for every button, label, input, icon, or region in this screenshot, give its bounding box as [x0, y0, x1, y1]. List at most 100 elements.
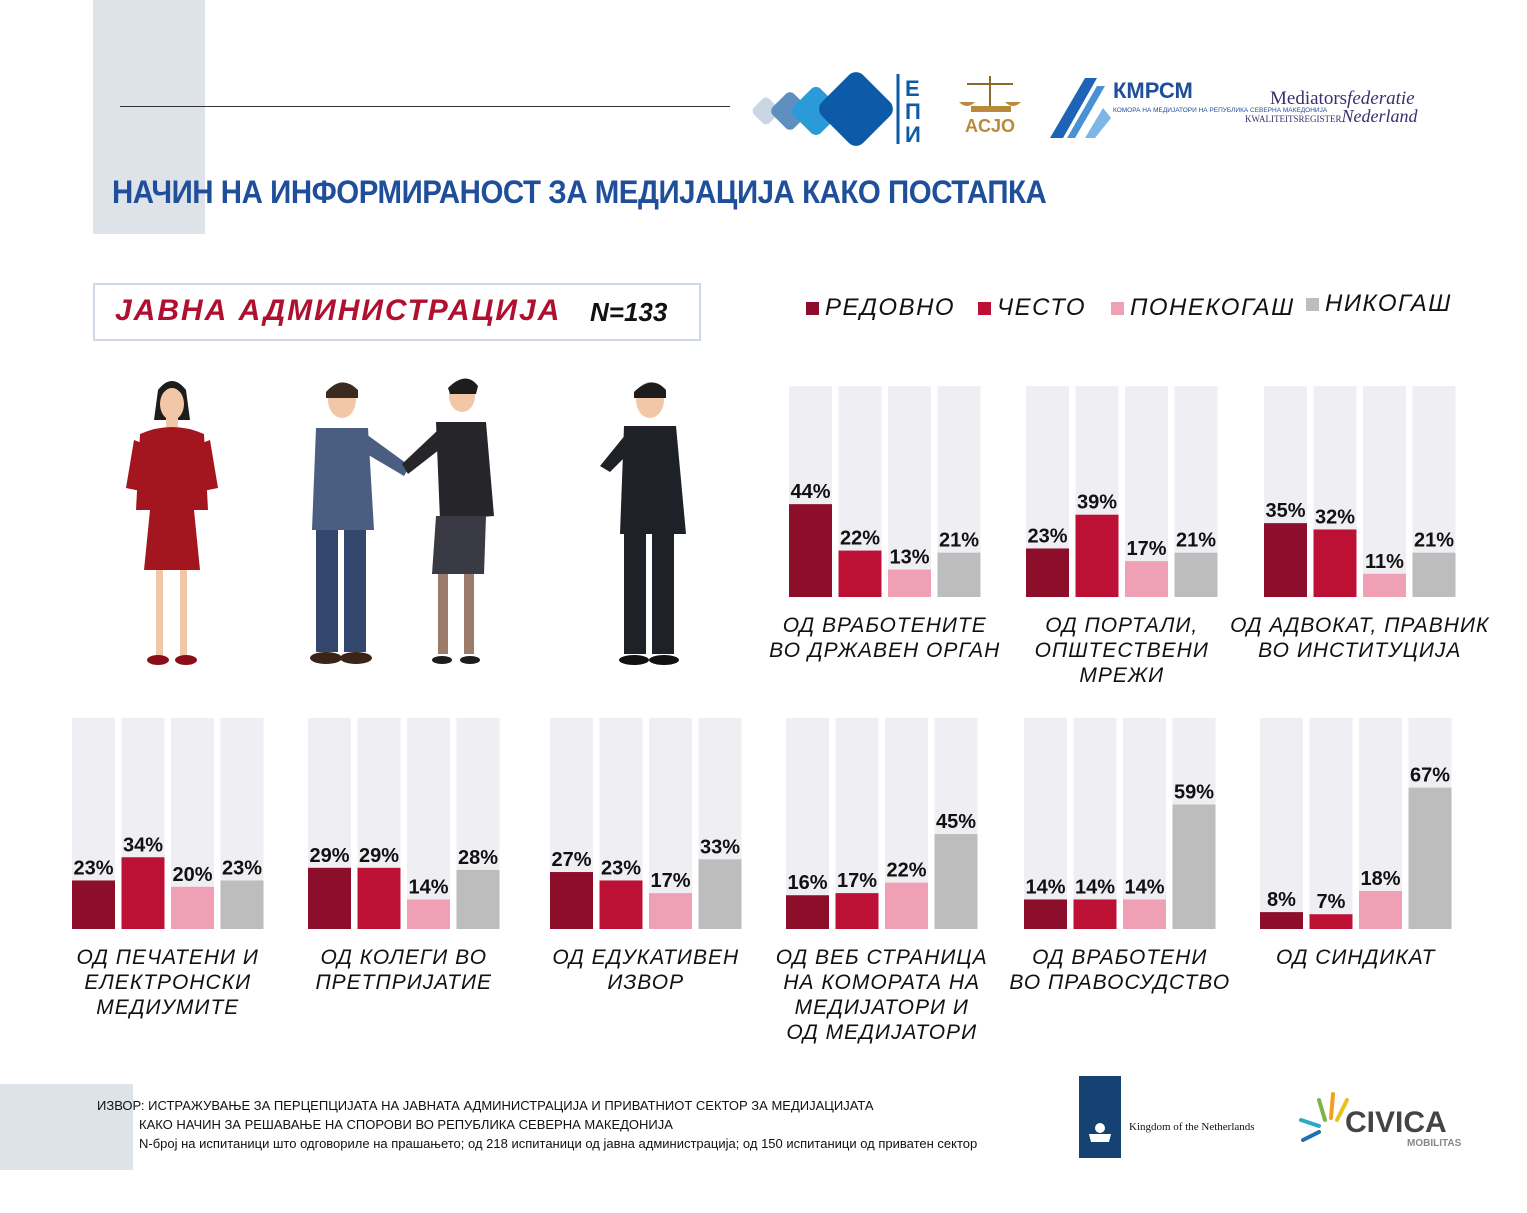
epi-logo-text-3: И [905, 122, 921, 147]
chart-group-8: 14% 14% 14% 59% [1024, 718, 1216, 929]
chart-group-9: 8% 7% 18% 67% [1260, 718, 1452, 929]
data-label-ponekogash: 14% [1124, 876, 1164, 898]
bar-nikogash [456, 869, 500, 929]
chart-group-6: 27% 23% 17% 33% [550, 718, 742, 929]
sector-box: ЈАВНА АДМИНИСТРАЦИЈА N=133 [93, 283, 701, 341]
chart-group-7: 16% 17% 22% 45% [786, 718, 978, 929]
bar-chesto [838, 550, 882, 597]
data-label-chesto: 32% [1315, 506, 1355, 528]
mfn-logo-line1: Mediatorsfederatie [1270, 88, 1415, 109]
netherlands-logo-text: Kingdom of the Netherlands [1129, 1121, 1255, 1133]
data-label-nikogash: 21% [1176, 530, 1216, 552]
data-label-ponekogash: 18% [1360, 868, 1400, 890]
bar-redovno [550, 872, 593, 929]
data-label-nikogash: 28% [458, 847, 498, 869]
bar-track-ponekogash [888, 386, 931, 597]
bar-chesto [599, 880, 643, 929]
data-label-ponekogash: 17% [650, 870, 690, 892]
category-label: ОД КОЛЕГИ ВО ПРЕТПРИЈАТИЕ [315, 946, 493, 994]
legend-swatch-ponekogash [1111, 301, 1124, 315]
data-label-chesto: 22% [840, 528, 880, 550]
bar-redovno [1260, 912, 1303, 929]
epi-logo: Е П И [752, 72, 921, 147]
data-label-chesto: 39% [1077, 492, 1117, 514]
bar-chesto [1309, 914, 1353, 929]
bar-track-ponekogash [1363, 386, 1406, 597]
data-label-redovno: 27% [551, 849, 591, 871]
bar-redovno [1024, 899, 1067, 929]
data-label-chesto: 14% [1075, 876, 1115, 898]
man-handshake-figure [310, 382, 410, 664]
kmrsm-logo: КМРСМ КОМОРА НА МЕДИЈАТОРИ НА РЕПУБЛИКА … [1050, 78, 1328, 138]
civica-logo-subtext: MOBILITAS [1407, 1138, 1462, 1149]
source-line-3: N-број на испитаници што одговориле на п… [139, 1136, 978, 1151]
epi-logo-text-1: Е [905, 76, 920, 101]
data-label-chesto: 17% [837, 870, 877, 892]
data-label-ponekogash: 14% [408, 876, 448, 898]
bar-chesto [1313, 529, 1357, 597]
bar-redovno [786, 895, 829, 929]
acjo-logo-text: ACJO [965, 116, 1015, 136]
acjo-logo: ACJO [959, 76, 1021, 136]
data-label-redovno: 29% [309, 845, 349, 867]
data-label-chesto: 7% [1317, 891, 1346, 913]
bar-ponekogash [1359, 891, 1402, 929]
decorative-block-bottom [0, 1084, 133, 1170]
bar-redovno [1026, 548, 1069, 597]
bar-ponekogash [885, 882, 928, 929]
data-label-redovno: 44% [790, 481, 830, 503]
epi-logo-text-2: П [905, 99, 921, 124]
bar-track-chesto [1309, 718, 1353, 929]
data-label-ponekogash: 11% [1365, 551, 1404, 573]
category-label: ОД ПОРТАЛИ, ОПШТЕСТВЕНИ МРЕЖИ [1034, 614, 1209, 687]
bar-nikogash [698, 859, 742, 929]
data-label-redovno: 16% [787, 872, 827, 894]
bar-ponekogash [1363, 573, 1406, 597]
legend-item-chesto: ЧЕСТО [978, 294, 1086, 322]
bar-ponekogash [407, 899, 450, 929]
category-label: ОД ЕДУКАТИВЕН ИЗВОР [552, 946, 740, 994]
category-label: ОД АДВОКАТ, ПРАВНИК ВО ИНСТИТУЦИЈА [1230, 614, 1490, 662]
people-illustration [126, 378, 686, 665]
bar-track-redovno [786, 718, 829, 929]
bar-ponekogash [649, 893, 692, 929]
data-label-ponekogash: 22% [886, 860, 926, 882]
legend-swatch-redovno [806, 301, 819, 315]
kmrsm-logo-subtext: КОМОРА НА МЕДИЈАТОРИ НА РЕПУБЛИКА СЕВЕРН… [1113, 107, 1328, 114]
data-label-nikogash: 67% [1410, 765, 1450, 787]
data-label-ponekogash: 20% [172, 864, 212, 886]
bar-ponekogash [1125, 561, 1168, 597]
mfn-logo-line2a: KWALITEITSREGISTER [1245, 114, 1342, 124]
category-label: ОД ПЕЧАТЕНИ И ЕЛЕКТРОНСКИ МЕДИУМИТЕ [76, 946, 259, 1019]
kmrsm-logo-text: КМРСМ [1113, 78, 1193, 103]
category-label: ОД ВРАБОТЕНИ ВО ПРАВОСУДСТВО [1009, 946, 1231, 994]
legend-label-nikogash: НИКОГАШ [1325, 290, 1452, 317]
bar-nikogash [1412, 552, 1456, 597]
bar-nikogash [937, 552, 981, 597]
bar-ponekogash [171, 886, 214, 929]
bar-redovno [789, 504, 832, 597]
data-label-redovno: 35% [1265, 500, 1305, 522]
mfn-logo-line1a: Mediators [1270, 88, 1347, 109]
bar-chesto [1075, 514, 1119, 597]
woman-handshake-figure [402, 378, 494, 664]
chart-group-1: 44% 22% 13% 21% [789, 386, 981, 597]
bar-redovno [72, 880, 115, 929]
data-label-nikogash: 23% [222, 857, 262, 879]
page-title: НАЧИН НА ИНФОРМИРАНОСТ ЗА МЕДИЈАЦИЈА КАК… [112, 174, 1047, 210]
legend-label-ponekogash: ПОНЕКОГАШ [1130, 294, 1295, 321]
source-note: ИЗВОР: ИСТРАЖУВАЊЕ ЗА ПЕРЦЕПЦИЈАТА НА ЈА… [97, 1096, 977, 1153]
woman-red-figure [126, 381, 218, 665]
header-rule [120, 106, 730, 107]
data-label-nikogash: 59% [1174, 782, 1214, 804]
legend-label-redovno: РЕДОВНО [825, 294, 956, 321]
sector-name: ЈАВНА АДМИНИСТРАЦИЈА [115, 294, 562, 327]
chart-group-5: 29% 29% 14% 28% [308, 718, 500, 929]
bar-nikogash [1408, 787, 1452, 929]
source-line-2: КАКО НАЧИН ЗА РЕШАВАЊЕ НА СПОРОВИ ВО РЕП… [139, 1117, 673, 1132]
source-line-1: ИЗВОР: ИСТРАЖУВАЊЕ ЗА ПЕРЦЕПЦИЈАТА НА ЈА… [97, 1098, 874, 1113]
decorative-block-top [93, 0, 205, 234]
data-label-nikogash: 33% [700, 836, 740, 858]
data-label-redovno: 23% [73, 857, 113, 879]
bar-chesto [1073, 899, 1117, 929]
